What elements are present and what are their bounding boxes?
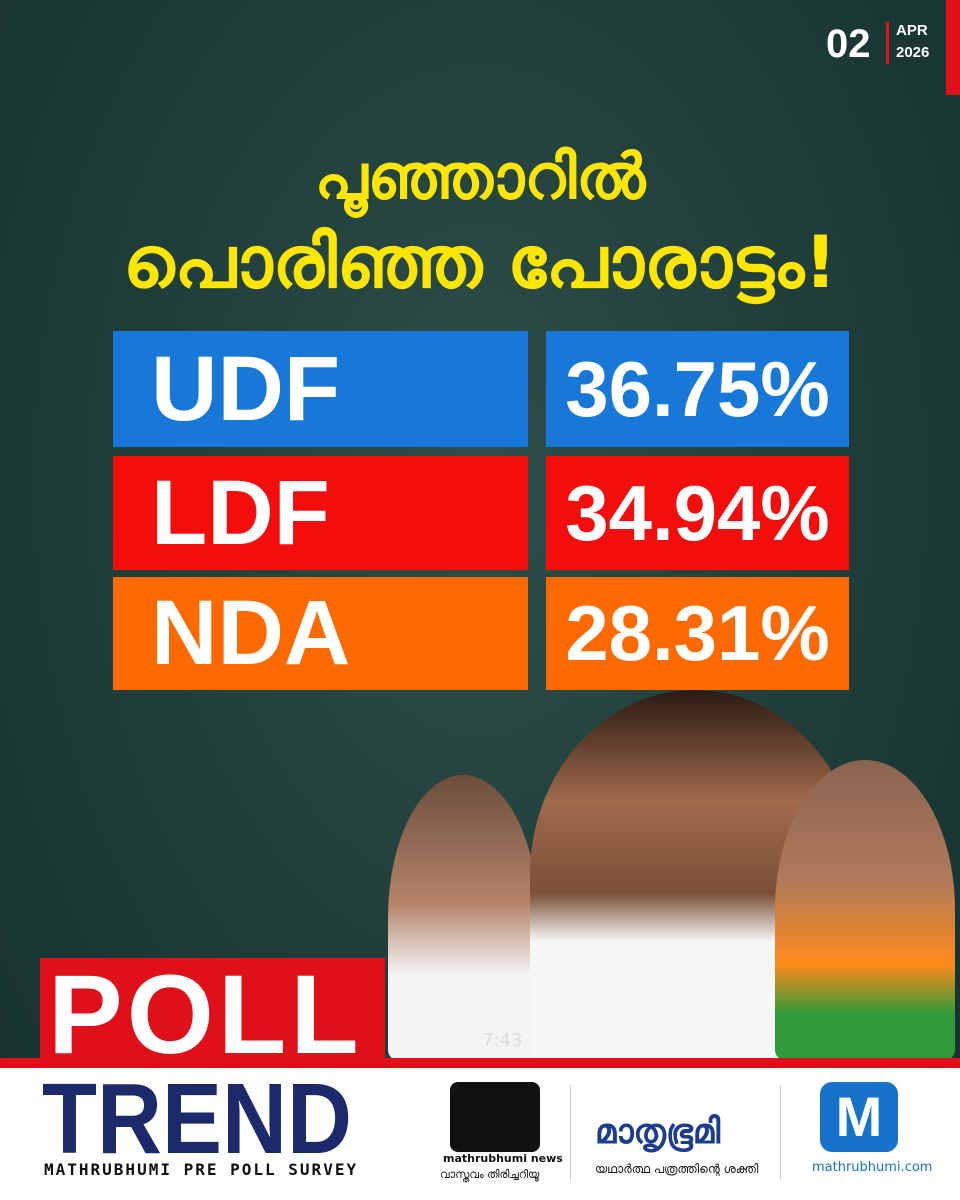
party-label: LDF xyxy=(113,456,528,570)
vote-share: 34.94% xyxy=(546,456,849,570)
paper-name: മാതൃഭൂമി xyxy=(595,1112,721,1152)
news-logo xyxy=(450,1082,540,1152)
news-tagline: വാസ്തവം തിരിച്ചറിയൂ xyxy=(440,1168,540,1181)
candidate-photo xyxy=(388,775,538,1060)
divider xyxy=(780,1085,781,1180)
headline-line1: പൂഞ്ഞാറിൽ xyxy=(314,140,646,213)
date-divider xyxy=(886,22,889,64)
web-name: mathrubhumi.com xyxy=(812,1160,933,1175)
date-day: 02 xyxy=(826,22,871,66)
footer-rule xyxy=(0,1058,960,1068)
poll-logo-box xyxy=(40,958,385,1066)
poll-tagline: MATHRUBHUMI PRE POLL SURVEY xyxy=(44,1160,359,1179)
news-name: mathrubhumi news xyxy=(443,1152,563,1165)
paper-tagline: യഥാർത്ഥ പത്രത്തിന്റെ ശക്തി xyxy=(595,1162,759,1176)
photo-timestamp: 7:43 xyxy=(482,1030,523,1051)
web-icon: M xyxy=(820,1082,898,1152)
headline-line2: പൊരിഞ്ഞ പോരാട്ടം! xyxy=(123,220,837,304)
vote-share: 36.75% xyxy=(546,331,849,447)
date-year: 2026 xyxy=(896,44,930,61)
divider xyxy=(570,1085,571,1180)
party-label: NDA xyxy=(113,577,528,690)
trend-word: TREND xyxy=(42,1063,352,1175)
vote-share: 28.31% xyxy=(546,577,849,690)
candidate-photo xyxy=(775,760,955,1060)
party-label: UDF xyxy=(113,331,528,447)
date-month: APR xyxy=(896,22,928,39)
poll-word: POLL xyxy=(48,952,363,1077)
edge-strip xyxy=(946,0,960,95)
